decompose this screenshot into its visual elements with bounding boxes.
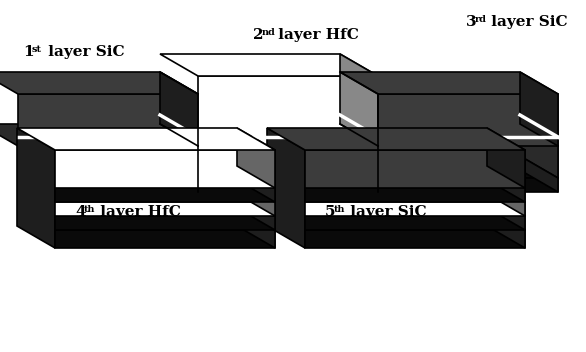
- Polygon shape: [305, 202, 525, 216]
- Text: layer HfC: layer HfC: [273, 28, 359, 42]
- Polygon shape: [305, 150, 525, 188]
- Text: 3: 3: [466, 15, 476, 29]
- Polygon shape: [55, 230, 275, 248]
- Polygon shape: [198, 76, 378, 146]
- Polygon shape: [18, 94, 198, 146]
- Polygon shape: [160, 54, 378, 76]
- Text: 1: 1: [23, 45, 33, 59]
- Text: 4: 4: [75, 205, 86, 219]
- Polygon shape: [340, 54, 378, 146]
- Polygon shape: [305, 216, 525, 230]
- Polygon shape: [17, 128, 275, 150]
- Polygon shape: [237, 180, 275, 216]
- Polygon shape: [237, 194, 275, 230]
- Text: nd: nd: [262, 28, 276, 37]
- Polygon shape: [55, 150, 275, 188]
- Polygon shape: [520, 156, 558, 192]
- Text: st: st: [32, 45, 42, 54]
- Polygon shape: [520, 72, 558, 146]
- Polygon shape: [0, 72, 198, 94]
- Polygon shape: [55, 216, 275, 230]
- Polygon shape: [487, 128, 525, 188]
- Polygon shape: [55, 188, 275, 202]
- Polygon shape: [55, 202, 275, 216]
- Text: layer SiC: layer SiC: [43, 45, 125, 59]
- Text: layer SiC: layer SiC: [486, 15, 568, 29]
- Polygon shape: [0, 124, 558, 146]
- Text: th: th: [334, 205, 346, 214]
- Polygon shape: [237, 166, 275, 202]
- Text: 2: 2: [253, 28, 264, 42]
- Polygon shape: [267, 128, 525, 150]
- Polygon shape: [305, 230, 525, 248]
- Polygon shape: [160, 72, 198, 146]
- Polygon shape: [487, 194, 525, 230]
- Polygon shape: [520, 124, 558, 178]
- Polygon shape: [17, 128, 55, 248]
- Text: 5: 5: [325, 205, 336, 219]
- Polygon shape: [378, 94, 558, 146]
- Polygon shape: [237, 128, 275, 188]
- Polygon shape: [487, 208, 525, 248]
- Text: layer SiC: layer SiC: [345, 205, 427, 219]
- Polygon shape: [487, 180, 525, 216]
- Polygon shape: [267, 128, 305, 248]
- Polygon shape: [18, 146, 558, 178]
- Polygon shape: [487, 166, 525, 202]
- Polygon shape: [305, 188, 525, 202]
- Polygon shape: [237, 208, 275, 248]
- Polygon shape: [340, 72, 558, 94]
- Text: th: th: [84, 205, 96, 214]
- Text: rd: rd: [475, 15, 487, 24]
- Polygon shape: [18, 178, 558, 192]
- Text: layer HfC: layer HfC: [95, 205, 181, 219]
